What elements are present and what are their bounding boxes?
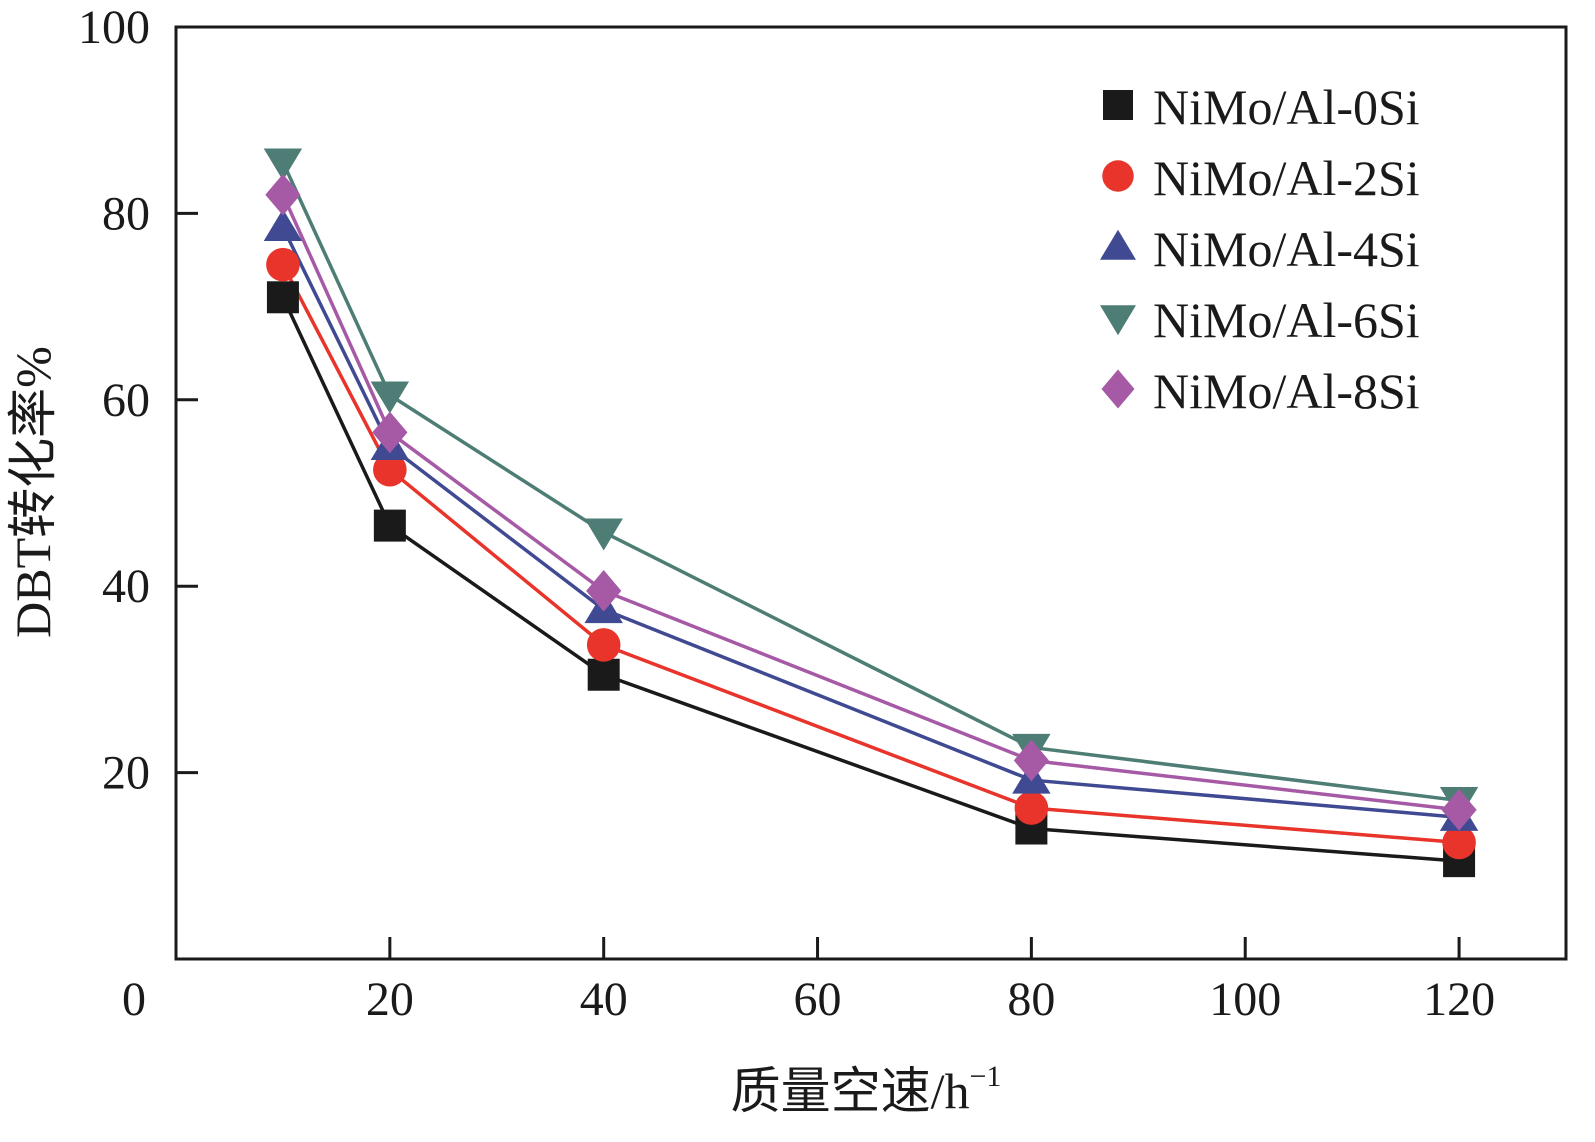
x-axis-title: 质量空速/h−1: [731, 1060, 1002, 1119]
x-tick-label: 20: [366, 973, 414, 1026]
legend-marker: [1103, 90, 1133, 120]
data-point: [1441, 789, 1477, 831]
y-tick-label: 80: [102, 187, 150, 240]
series-markers: [263, 148, 1479, 878]
y-axis-title: DBT转化率%: [5, 346, 61, 638]
data-point: [586, 570, 622, 612]
x-tick-label: 120: [1423, 973, 1495, 1026]
x-axis-title-superscript: −1: [969, 1060, 1001, 1093]
data-point: [266, 247, 300, 282]
y-tick-label: 60: [102, 374, 150, 427]
legend-marker: [1100, 305, 1136, 336]
data-point: [1013, 739, 1049, 782]
data-point: [373, 452, 407, 487]
data-point: [586, 628, 621, 662]
data-point: [1442, 825, 1476, 860]
x-origin-label: 0: [122, 973, 146, 1026]
y-axis-ticks: 20 40 60 80 100: [78, 1, 198, 800]
data-point: [266, 281, 299, 314]
legend-marker: [1102, 160, 1134, 192]
data-point: [263, 208, 303, 241]
legend-marker: [1101, 369, 1135, 409]
y-tick-label: 40: [102, 560, 150, 613]
legend: NiMo/Al-0Si NiMo/Al-2Si NiMo/Al-4Si NiMo/Al…: [1100, 79, 1420, 419]
legend-label: NiMo/Al-2Si: [1153, 150, 1420, 206]
legend-label: NiMo/Al-0Si: [1153, 79, 1420, 135]
x-tick-label: 60: [794, 973, 842, 1026]
data-point: [372, 411, 408, 454]
y-tick-label: 100: [78, 1, 150, 54]
legend-label: NiMo/Al-4Si: [1153, 221, 1420, 277]
x-tick-label: 100: [1209, 973, 1281, 1026]
legend-marker: [1100, 229, 1136, 260]
x-axis-title-text: 质量空速/h: [731, 1063, 970, 1119]
data-point: [1014, 791, 1049, 825]
series-line: [281, 263, 1460, 845]
data-point: [584, 518, 623, 551]
data-point: [263, 148, 303, 181]
legend-label: NiMo/Al-6Si: [1153, 292, 1420, 348]
data-point: [265, 173, 301, 216]
data-point: [373, 509, 406, 542]
y-tick-label: 20: [102, 747, 150, 800]
x-tick-label: 80: [1007, 973, 1055, 1026]
plot-frame: [174, 25, 1568, 961]
data-point: [587, 658, 620, 691]
x-axis-ticks: 0 20 40 60 80 100 120: [122, 937, 1495, 1026]
data-point: [370, 381, 410, 414]
x-tick-label: 40: [580, 973, 628, 1026]
legend-label: NiMo/Al-8Si: [1153, 363, 1420, 419]
